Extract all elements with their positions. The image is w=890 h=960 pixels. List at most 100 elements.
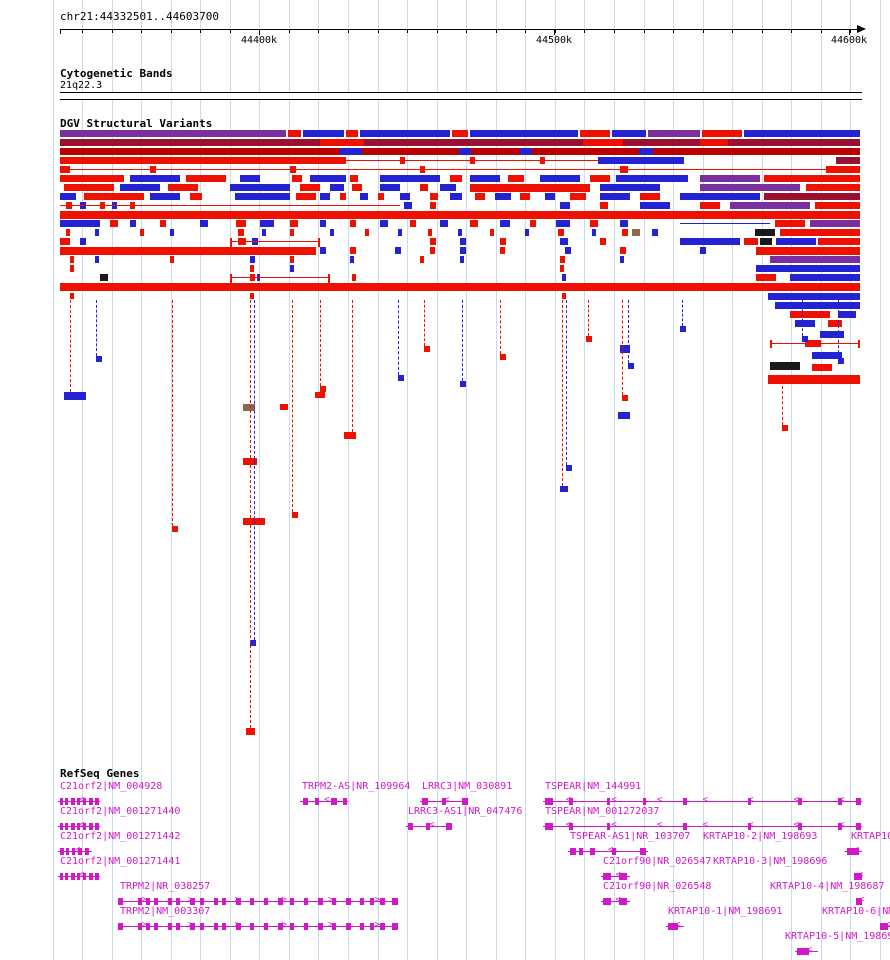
variant-bar[interactable]	[592, 229, 596, 236]
variant-bar[interactable]	[320, 139, 364, 146]
variant-bar[interactable]	[790, 311, 830, 318]
variant-bar[interactable]	[500, 238, 506, 245]
variant-bar[interactable]	[616, 175, 688, 182]
variant-bar[interactable]	[350, 220, 356, 227]
gene-exon[interactable]	[318, 898, 323, 905]
gene-exon[interactable]	[78, 848, 82, 855]
variant-bar[interactable]	[200, 220, 208, 227]
variant-bar[interactable]	[620, 220, 628, 227]
gene-exon[interactable]	[95, 798, 99, 805]
gene-exon[interactable]	[190, 898, 195, 905]
variant-bar[interactable]	[495, 193, 511, 200]
variant-bar[interactable]	[562, 274, 566, 281]
variant-bar[interactable]	[632, 229, 640, 236]
variant-bar[interactable]	[556, 220, 570, 227]
variant-bar[interactable]	[292, 512, 298, 518]
variant-bar[interactable]	[490, 229, 494, 236]
gene-label[interactable]: C21orf90|NR_026548	[603, 881, 712, 892]
gene-exon[interactable]	[264, 923, 268, 930]
gene-model-line[interactable]	[601, 901, 630, 902]
variant-bar[interactable]	[430, 193, 438, 200]
variant-bar[interactable]	[540, 175, 580, 182]
gene-exon[interactable]	[798, 823, 802, 830]
gene-exon[interactable]	[346, 898, 351, 905]
variant-bar[interactable]	[398, 375, 404, 381]
variant-bar[interactable]	[70, 256, 74, 263]
variant-bar[interactable]	[420, 184, 428, 191]
variant-bar[interactable]	[380, 184, 400, 191]
gene-exon[interactable]	[748, 798, 751, 805]
gene-label[interactable]: LRRC3|NM_030891	[422, 781, 513, 792]
variant-bar[interactable]	[812, 352, 842, 359]
variant-bar[interactable]	[172, 526, 178, 532]
variant-bar[interactable]	[460, 256, 464, 263]
gene-label[interactable]: C21orf2|NM_001271440	[60, 806, 181, 817]
gene-exon[interactable]	[176, 898, 180, 905]
variant-bar[interactable]	[756, 265, 860, 272]
variant-bar[interactable]	[612, 130, 646, 137]
variant-bar[interactable]	[768, 375, 860, 384]
gene-label[interactable]: TRPM2-AS|NR_109964	[302, 781, 411, 792]
variant-bar[interactable]	[186, 175, 226, 182]
gene-exon[interactable]	[83, 823, 86, 830]
variant-bar[interactable]	[730, 202, 810, 209]
variant-bar[interactable]	[130, 175, 180, 182]
variant-bar[interactable]	[700, 139, 728, 146]
gene-exon[interactable]	[190, 923, 195, 930]
variant-bar[interactable]	[858, 340, 860, 348]
variant-bar[interactable]	[600, 238, 606, 245]
gene-exon[interactable]	[66, 848, 69, 855]
variant-bar[interactable]	[95, 256, 99, 263]
variant-bar[interactable]	[60, 157, 346, 164]
gene-exon[interactable]	[370, 898, 374, 905]
variant-bar[interactable]	[598, 157, 684, 164]
variant-bar[interactable]	[764, 175, 860, 182]
variant-bar[interactable]	[288, 130, 301, 137]
gene-label[interactable]: KRTAP10-1|NM_198691	[668, 906, 783, 917]
variant-bar[interactable]	[764, 193, 860, 200]
gene-exon[interactable]	[612, 848, 616, 855]
variant-bar[interactable]	[744, 238, 758, 245]
gene-label[interactable]: TRPM2|NR_038257	[120, 881, 211, 892]
variant-bar[interactable]	[640, 193, 660, 200]
variant-bar[interactable]	[560, 265, 564, 272]
gene-exon[interactable]	[838, 798, 842, 805]
variant-bar[interactable]	[500, 354, 506, 360]
gene-exon[interactable]	[278, 898, 283, 905]
gene-exon[interactable]	[331, 798, 337, 805]
gene-exon[interactable]	[214, 898, 218, 905]
variant-bar[interactable]	[744, 130, 860, 137]
gene-exon[interactable]	[579, 848, 583, 855]
variant-bar[interactable]	[320, 386, 326, 392]
gene-exon[interactable]	[60, 873, 63, 880]
gene-exon[interactable]	[304, 923, 308, 930]
gene-exon[interactable]	[60, 798, 63, 805]
gene-exon[interactable]	[360, 898, 364, 905]
variant-bar[interactable]	[566, 465, 572, 471]
variant-bar[interactable]	[290, 229, 294, 236]
variant-bar[interactable]	[100, 274, 108, 281]
gene-label[interactable]: TSPEAR|NM_001272037	[545, 806, 660, 817]
gene-exon[interactable]	[392, 923, 398, 930]
gene-exon[interactable]	[545, 798, 553, 805]
gene-exon[interactable]	[118, 923, 123, 930]
gene-exon[interactable]	[77, 823, 80, 830]
gene-label[interactable]: KRTAP10	[851, 831, 890, 842]
variant-bar[interactable]	[776, 238, 816, 245]
variant-bar[interactable]	[430, 247, 435, 254]
variant-bar[interactable]	[60, 238, 70, 245]
gene-exon[interactable]	[77, 873, 80, 880]
variant-bar[interactable]	[350, 175, 358, 182]
gene-exon[interactable]	[71, 823, 75, 830]
gene-exon[interactable]	[590, 848, 595, 855]
gene-exon[interactable]	[60, 823, 63, 830]
variant-bar[interactable]	[170, 229, 174, 236]
variant-bar[interactable]	[565, 247, 571, 254]
variant-bar[interactable]	[350, 256, 354, 263]
variant-bar[interactable]	[452, 130, 468, 137]
variant-bar[interactable]	[60, 175, 124, 182]
gene-model-line[interactable]	[543, 826, 862, 827]
variant-bar[interactable]	[360, 193, 368, 200]
variant-bar[interactable]	[680, 238, 740, 245]
gene-label[interactable]: TSPEAR|NM_144991	[545, 781, 642, 792]
